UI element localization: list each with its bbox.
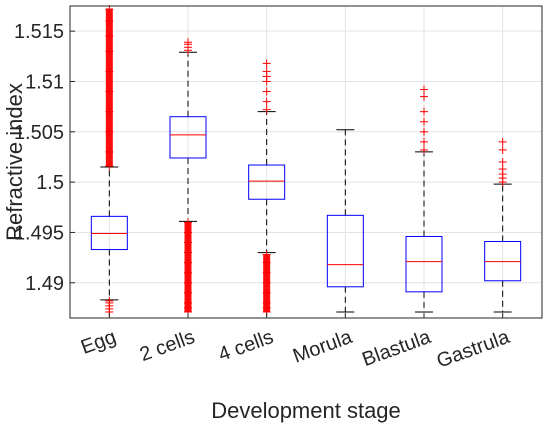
y-axis-title: Refractive index (2, 83, 27, 241)
box-series (90, 5, 522, 316)
category-label: Blastula (359, 326, 434, 371)
y-tick-label: 1.515 (14, 21, 64, 43)
box-iqr (484, 241, 522, 282)
x-axis-ticks: Egg 2 cells 4 cells Morula Blastula Gastrula (78, 313, 513, 373)
box-2 (169, 38, 207, 316)
box-6 (484, 137, 522, 313)
box-iqr (90, 215, 128, 251)
box-5 (405, 85, 443, 313)
category-label: 4 cells (216, 326, 277, 366)
y-tick-label: 1.505 (14, 122, 64, 144)
category-label: 2 cells (137, 326, 198, 366)
y-tick-label: 1.5 (36, 172, 64, 194)
y-axis-ticks: 1.49 1.495 1.5 1.505 1.51 1.515 (14, 21, 75, 295)
box-iqr (326, 214, 364, 288)
y-tick-label: 1.495 (14, 222, 64, 244)
y-tick-label: 1.51 (25, 71, 64, 93)
box-1 (90, 5, 128, 316)
category-label: Morula (290, 326, 356, 368)
box-3 (248, 59, 286, 316)
box-iqr (405, 235, 443, 293)
box-iqr (248, 164, 286, 200)
y-tick-label: 1.49 (25, 273, 64, 295)
box-4 (326, 129, 364, 313)
plot-frame (69, 5, 543, 319)
category-label: Gastrula (434, 326, 513, 373)
grid-lines (70, 6, 542, 318)
category-label: Egg (78, 326, 119, 359)
box-iqr (169, 116, 207, 159)
x-axis-title: Development stage (211, 398, 401, 423)
